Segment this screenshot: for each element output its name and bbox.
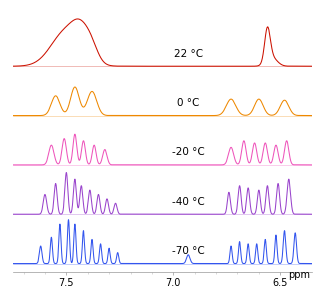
Text: -20 °C: -20 °C: [172, 147, 205, 157]
Text: 22 °C: 22 °C: [174, 49, 203, 59]
Text: ppm: ppm: [288, 270, 310, 280]
Text: 0 °C: 0 °C: [177, 98, 199, 108]
Text: -40 °C: -40 °C: [172, 197, 205, 207]
Text: -70 °C: -70 °C: [172, 246, 205, 256]
